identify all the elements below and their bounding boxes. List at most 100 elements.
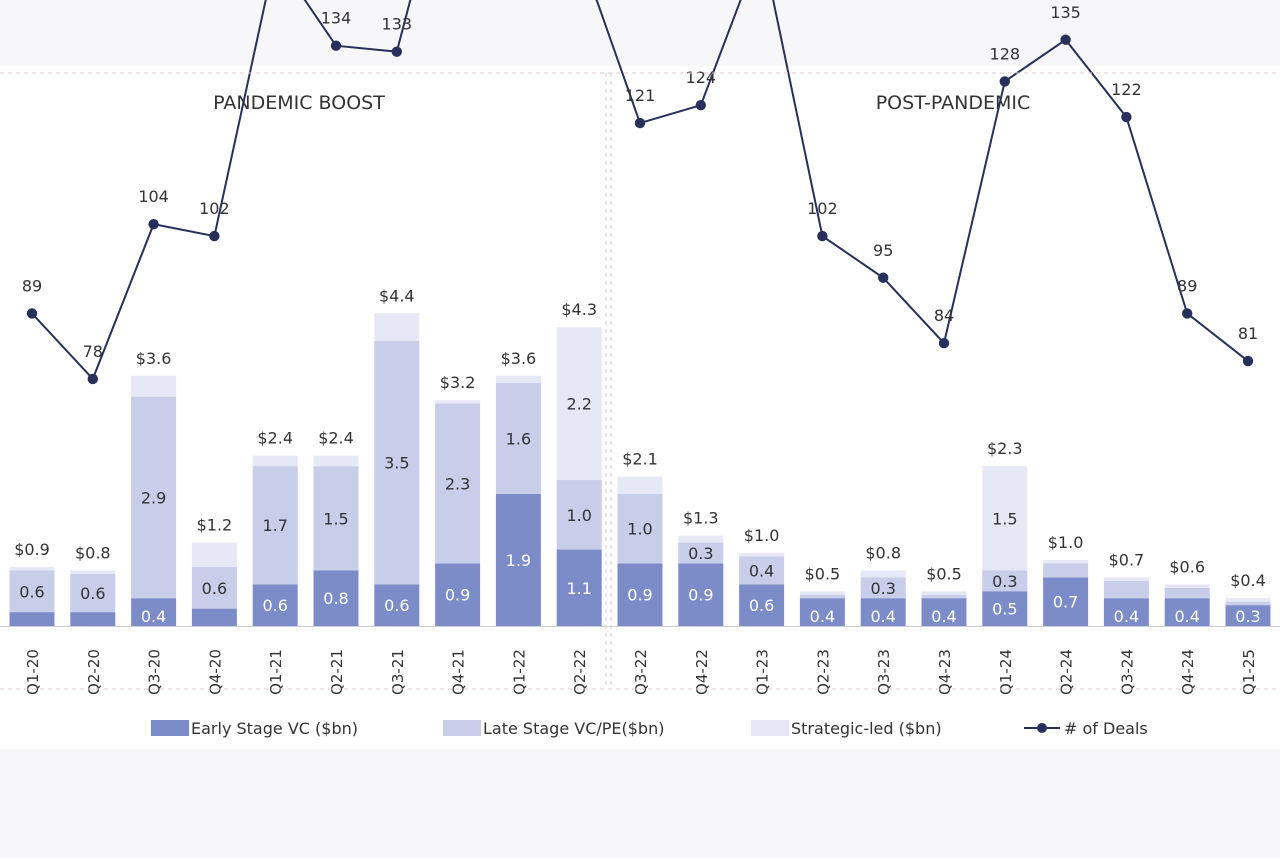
deals-label-q3-23: 95 (873, 241, 893, 260)
early-label-q3-24: 0.4 (1114, 607, 1139, 626)
x-tick-label-q3-23: Q3-23 (875, 649, 893, 695)
late-label-q1-21: 1.7 (262, 516, 287, 535)
late-bar-q3-20 (131, 396, 177, 599)
early-bar-q3-20 (131, 598, 177, 626)
late-label-q1-22: 1.6 (506, 429, 531, 448)
deals-label-q3-24: 122 (1111, 80, 1142, 99)
deals-point-q2-21 (330, 40, 342, 51)
late-label-q1-20: 0.6 (19, 582, 44, 601)
x-tick-label-q2-22: Q2-22 (571, 649, 589, 695)
period-title-pandemic-boost: PANDEMIC BOOST (213, 92, 385, 114)
x-tick-label-q3-21: Q3-21 (389, 649, 407, 695)
late-bar-q1-20 (9, 570, 55, 613)
deals-point-q4-22 (695, 100, 706, 111)
early-label-q4-24: 0.4 (1174, 607, 1199, 626)
early-label-q2-24: 0.7 (1053, 593, 1078, 612)
legend-early-stage-label: Early Stage VC ($bn) (191, 719, 358, 738)
deals-point-q1-20 (26, 308, 38, 319)
late-label-q3-23: 0.3 (870, 579, 895, 598)
early-bar-q3-21 (374, 584, 420, 626)
early-label-q2-22: 1.1 (566, 579, 591, 598)
strategic-bar-q4-20 (191, 542, 237, 567)
early-label-q1-21: 0.6 (262, 596, 287, 615)
strategic-bar-q1-21 (252, 455, 298, 467)
total-label-q1-24: $2.3 (987, 439, 1023, 458)
late-bar-q3-23 (860, 577, 906, 599)
total-label-q2-20: $0.8 (75, 543, 111, 562)
late-label-q4-21: 2.3 (445, 475, 470, 494)
late-label-q4-20: 0.6 (202, 579, 227, 598)
early-bar-q3-22 (617, 563, 663, 626)
early-bar-q4-22 (678, 563, 724, 626)
deals-label-q4-20: 102 (199, 199, 230, 218)
legend-late-stage-swatch (443, 720, 481, 736)
total-label-q3-22: $2.1 (622, 450, 658, 469)
early-label-q2-23: 0.4 (810, 607, 835, 626)
strategic-bar-q1-22 (495, 375, 541, 383)
deals-label-q3-21: 133 (382, 15, 413, 34)
total-label-q4-23: $0.5 (926, 564, 962, 583)
late-bar-q2-23 (799, 594, 845, 599)
strategic-bar-q1-25 (1225, 598, 1271, 602)
total-label-q2-24: $1.0 (1048, 533, 1084, 552)
plot-background (0, 66, 1280, 749)
strategic-label-q2-22: 2.2 (566, 395, 591, 414)
strategic-bar-q4-21 (435, 400, 481, 404)
early-bar-q2-23 (799, 598, 845, 626)
x-tick-label-q2-24: Q2-24 (1058, 649, 1076, 695)
x-tick-label-q1-23: Q1-23 (754, 649, 772, 695)
early-label-q2-21: 0.8 (323, 589, 348, 608)
deals-point-q3-23 (878, 272, 889, 283)
late-label-q2-20: 0.6 (80, 584, 105, 603)
early-bar-q2-20 (70, 612, 116, 626)
late-bar-q3-24 (1103, 580, 1149, 599)
total-label-q3-21: $4.4 (379, 286, 415, 305)
total-label-q3-20: $3.6 (136, 349, 172, 368)
deals-label-q3-20: 104 (138, 187, 169, 206)
x-tick-label-q2-23: Q2-23 (814, 649, 832, 695)
early-bar-q4-24 (1164, 598, 1210, 626)
total-label-q3-24: $0.7 (1109, 550, 1145, 569)
late-bar-q4-23 (921, 594, 967, 599)
late-bar-q4-20 (191, 566, 237, 609)
x-tick-label-q4-23: Q4-23 (936, 649, 954, 695)
x-tick-label-q1-21: Q1-21 (267, 649, 285, 695)
strategic-bar-q4-24 (1164, 584, 1210, 588)
x-tick-label-q1-25: Q1-25 (1240, 649, 1258, 695)
late-bar-q1-25 (1225, 601, 1271, 606)
strategic-bar-q1-20 (9, 566, 55, 571)
x-tick-label-q1-24: Q1-24 (997, 649, 1015, 695)
deals-point-q1-24 (999, 76, 1010, 87)
total-label-q1-25: $0.4 (1230, 571, 1266, 590)
x-tick-label-q3-24: Q3-24 (1118, 649, 1136, 695)
early-label-q1-22: 1.9 (506, 551, 531, 570)
strategic-bar-q3-22 (617, 476, 663, 494)
deals-label-q1-20: 89 (22, 276, 42, 295)
legend-strategic-led-label: Strategic-led ($bn) (791, 719, 942, 738)
early-bar-q4-23 (921, 598, 967, 626)
strategic-bar-q3-24 (1103, 577, 1149, 581)
deals-point-q2-24 (1060, 34, 1071, 45)
strategic-bar-q3-23 (860, 570, 906, 578)
late-bar-q1-23 (739, 556, 785, 585)
late-bar-q2-22 (556, 480, 602, 550)
early-bar-q1-25 (1225, 605, 1271, 626)
deals-point-q3-20 (148, 219, 159, 230)
early-bar-q1-21 (252, 584, 298, 626)
period-layer: PANDEMIC BOOST POST-PANDEMIC (0, 72, 1280, 690)
strategic-bar-q4-23 (921, 591, 967, 595)
deals-point-q4-20 (209, 230, 220, 242)
early-label-q3-23: 0.4 (870, 607, 895, 626)
legend-strategic-led-swatch (751, 720, 789, 736)
late-label-q1-23: 0.4 (749, 561, 774, 580)
late-bar-q1-22 (495, 382, 541, 494)
deals-label-q2-21: 134 (321, 9, 352, 28)
early-label-q3-21: 0.6 (384, 596, 409, 615)
deals-label-q2-24: 135 (1050, 3, 1081, 22)
late-bar-q2-21 (313, 466, 359, 571)
late-bar-q1-24 (982, 570, 1028, 592)
deals-point-q3-24 (1121, 111, 1132, 123)
x-axis: Q1-20 Q2-20 Q3-20 Q4-20 Q1-21 Q2-21 Q3-21 Q4-21… (0, 626, 1280, 695)
